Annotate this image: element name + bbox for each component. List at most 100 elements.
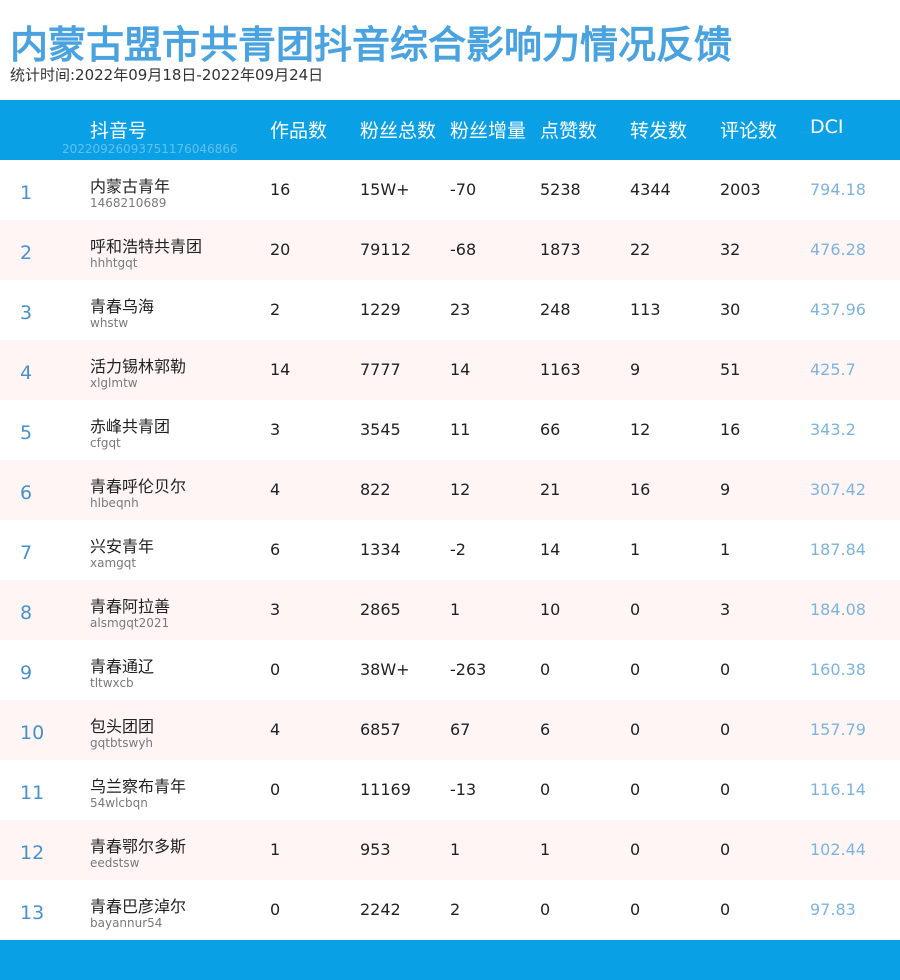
row-name: 呼和浩特共青团 — [90, 237, 203, 256]
row-fans-delta: 12 — [450, 480, 471, 499]
row-dci: 425.7 — [810, 360, 856, 379]
row-likes: 6 — [540, 720, 551, 739]
row-comments: 16 — [720, 420, 741, 439]
row-name: 青春通辽 — [90, 657, 155, 676]
row-rank: 5 — [20, 422, 33, 444]
table-body: 1 内蒙古青年 1468210689 16 15W+ -70 5238 4344… — [0, 160, 900, 940]
table-row: 4 活力锡林郭勒 xlglmtw 14 7777 14 1163 9 51 42… — [0, 340, 900, 400]
row-likes: 0 — [540, 660, 551, 679]
row-dci: 184.08 — [810, 600, 866, 619]
table-row: 7 兴安青年 xamgqt 6 1334 -2 14 1 1 187.84 — [0, 520, 900, 580]
row-account: cfgqt — [90, 436, 121, 450]
row-shares: 1 — [630, 540, 641, 559]
row-fans: 2865 — [360, 600, 401, 619]
header-likes: 点赞数 — [540, 120, 598, 142]
row-comments: 3 — [720, 600, 731, 619]
table-row: 2 呼和浩特共青团 hhhtgqt 20 79112 -68 1873 22 3… — [0, 220, 900, 280]
row-shares: 22 — [630, 240, 651, 259]
row-comments: 1 — [720, 540, 731, 559]
row-name: 青春鄂尔多斯 — [90, 837, 187, 856]
row-account: hhhtgqt — [90, 256, 138, 270]
row-shares: 0 — [630, 780, 641, 799]
row-fans-delta: -2 — [450, 540, 466, 559]
row-works: 20 — [270, 240, 291, 259]
header-shares: 转发数 — [630, 120, 688, 142]
footer-bar — [0, 940, 900, 980]
row-fans: 79112 — [360, 240, 411, 259]
row-works: 1 — [270, 840, 281, 859]
row-name: 兴安青年 — [90, 537, 155, 556]
row-dci: 794.18 — [810, 180, 866, 199]
page-title: 内蒙古盟市共青团抖音综合影响力情况反馈 — [10, 23, 733, 67]
row-shares: 0 — [630, 720, 641, 739]
row-likes: 14 — [540, 540, 561, 559]
row-fans-delta: -13 — [450, 780, 477, 799]
row-works: 3 — [270, 420, 281, 439]
row-account: gqtbtswyh — [90, 736, 154, 750]
row-works: 3 — [270, 600, 281, 619]
row-fans: 1334 — [360, 540, 401, 559]
row-likes: 5238 — [540, 180, 581, 199]
row-likes: 10 — [540, 600, 561, 619]
row-account: hlbeqnh — [90, 496, 139, 510]
row-likes: 21 — [540, 480, 561, 499]
row-dci: 157.79 — [810, 720, 866, 739]
row-rank: 12 — [20, 842, 45, 864]
row-fans-delta: 23 — [450, 300, 471, 319]
row-account: xamgqt — [90, 556, 137, 570]
row-account: alsmgqt2021 — [90, 616, 170, 630]
row-name: 包头团团 — [90, 717, 155, 736]
row-fans: 11169 — [360, 780, 411, 799]
row-fans: 7777 — [360, 360, 401, 379]
row-name: 乌兰察布青年 — [90, 777, 187, 796]
row-name: 活力锡林郭勒 — [90, 357, 187, 376]
row-shares: 12 — [630, 420, 651, 439]
row-name: 青春呼伦贝尔 — [90, 477, 187, 496]
row-likes: 1873 — [540, 240, 581, 259]
row-fans: 38W+ — [360, 660, 410, 679]
row-fans-delta: 1 — [450, 840, 461, 859]
row-dci: 97.83 — [810, 900, 856, 919]
row-account: tltwxcb — [90, 676, 134, 690]
table-row: 12 青春鄂尔多斯 eedstsw 1 953 1 1 0 0 102.44 — [0, 820, 900, 880]
row-works: 4 — [270, 480, 281, 499]
row-likes: 0 — [540, 780, 551, 799]
table-header: 抖音号 20220926093751176046866 作品数 粉丝总数 粉丝增… — [0, 100, 900, 160]
row-likes: 248 — [540, 300, 571, 319]
table-row: 1 内蒙古青年 1468210689 16 15W+ -70 5238 4344… — [0, 160, 900, 220]
row-rank: 9 — [20, 662, 33, 684]
row-fans: 953 — [360, 840, 391, 859]
row-likes: 0 — [540, 900, 551, 919]
row-comments: 30 — [720, 300, 741, 319]
row-fans-delta: 1 — [450, 600, 461, 619]
table-row: 5 赤峰共青团 cfgqt 3 3545 11 66 12 16 343.2 — [0, 400, 900, 460]
table-row: 10 包头团团 gqtbtswyh 4 6857 67 6 0 0 157.79 — [0, 700, 900, 760]
table-row: 11 乌兰察布青年 54wlcbqn 0 11169 -13 0 0 0 116… — [0, 760, 900, 820]
row-fans-delta: 11 — [450, 420, 471, 439]
table-row: 6 青春呼伦贝尔 hlbeqnh 4 822 12 21 16 9 307.42 — [0, 460, 900, 520]
row-comments: 9 — [720, 480, 731, 499]
table-row: 3 青春乌海 whstw 2 1229 23 248 113 30 437.96 — [0, 280, 900, 340]
row-comments: 32 — [720, 240, 741, 259]
row-fans-delta: 2 — [450, 900, 461, 919]
row-rank: 2 — [20, 242, 33, 264]
row-account: eedstsw — [90, 856, 140, 870]
row-fans: 15W+ — [360, 180, 410, 199]
row-comments: 0 — [720, 660, 731, 679]
row-dci: 437.96 — [810, 300, 866, 319]
row-fans-delta: -70 — [450, 180, 477, 199]
row-fans-delta: -263 — [450, 660, 487, 679]
row-fans: 2242 — [360, 900, 401, 919]
row-fans: 822 — [360, 480, 391, 499]
row-works: 2 — [270, 300, 281, 319]
row-comments: 51 — [720, 360, 741, 379]
row-rank: 8 — [20, 602, 33, 624]
row-fans-delta: 14 — [450, 360, 471, 379]
row-account: 1468210689 — [90, 196, 167, 210]
row-fans: 3545 — [360, 420, 401, 439]
row-dci: 343.2 — [810, 420, 856, 439]
row-rank: 13 — [20, 902, 45, 924]
row-works: 0 — [270, 660, 281, 679]
row-rank: 11 — [20, 782, 45, 804]
header-works: 作品数 — [270, 120, 328, 142]
